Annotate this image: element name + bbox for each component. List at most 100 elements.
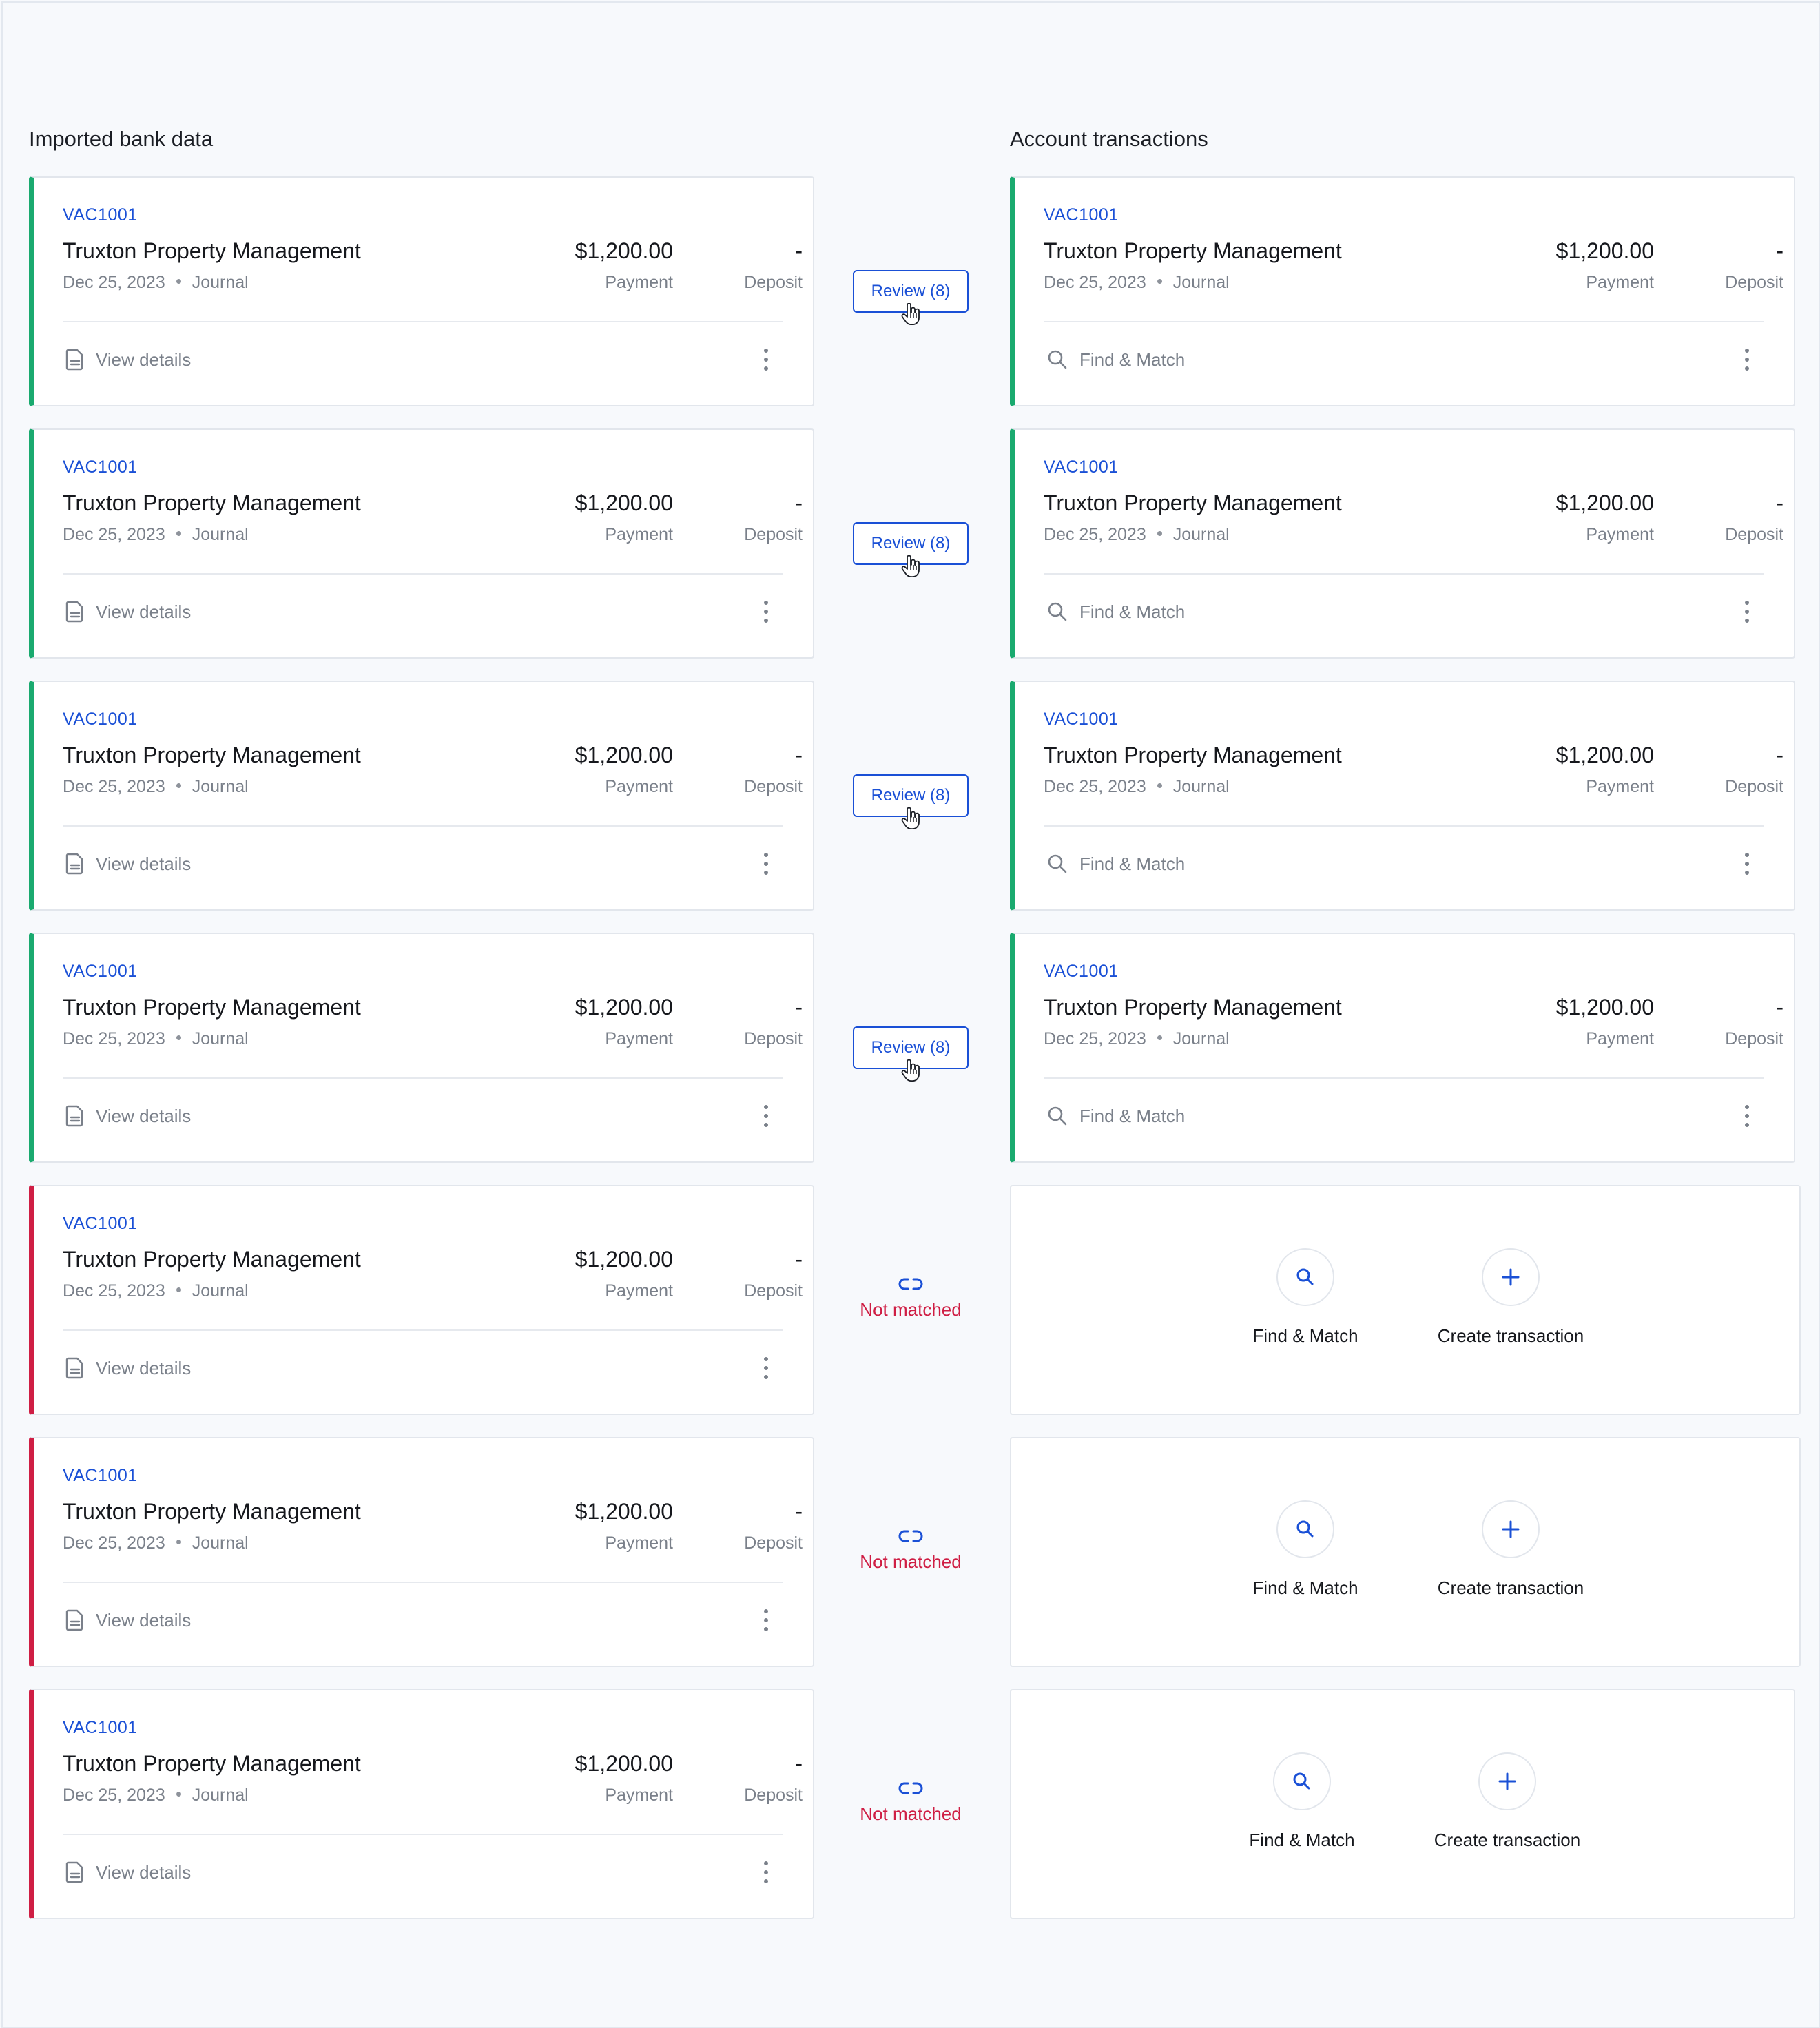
- find-match-button[interactable]: Find & Match: [1046, 346, 1185, 373]
- more-options-icon[interactable]: [1743, 601, 1751, 623]
- transaction-type: Journal: [192, 1533, 249, 1553]
- review-matches-button[interactable]: Review (8): [853, 774, 969, 829]
- find-match-circle[interactable]: [1276, 1248, 1334, 1306]
- more-options-icon[interactable]: [762, 601, 770, 623]
- transaction-meta: Dec 25, 2023 Journal: [1044, 1029, 1230, 1049]
- payment-amount: $1,200.00: [1555, 743, 1654, 767]
- payment-label: Payment: [605, 273, 673, 292]
- payment-label: Payment: [605, 1533, 673, 1553]
- view-details-button[interactable]: View details: [65, 1354, 191, 1382]
- payee-name: Truxton Property Management: [63, 1751, 361, 1776]
- more-options-icon[interactable]: [762, 1105, 770, 1127]
- document-icon: [65, 349, 83, 371]
- find-match-button[interactable]: Find & Match: [1046, 1102, 1185, 1130]
- deposit-amount: -: [1776, 238, 1783, 263]
- transaction-date: Dec 25, 2023: [63, 1281, 165, 1301]
- card-divider: [63, 321, 783, 322]
- transaction-meta: Dec 25, 2023 Journal: [63, 1533, 249, 1553]
- create-transaction-action[interactable]: Create transaction: [1421, 1248, 1600, 1347]
- view-details-button[interactable]: View details: [65, 850, 191, 878]
- transaction-type: Journal: [1172, 273, 1230, 292]
- empty-account-slot: Find & Match Create transaction: [1010, 1437, 1801, 1667]
- document-icon: [65, 1609, 83, 1631]
- transaction-date: Dec 25, 2023: [1044, 1029, 1146, 1048]
- payment-amount: $1,200.00: [1555, 995, 1654, 1020]
- not-matched-label: Not matched: [860, 1299, 962, 1320]
- hand-cursor-icon: [901, 303, 920, 325]
- document-icon: [65, 601, 83, 623]
- find-match-action[interactable]: Find & Match: [1216, 1500, 1395, 1599]
- transaction-meta: Dec 25, 2023 Journal: [63, 1281, 249, 1301]
- view-details-button[interactable]: View details: [65, 1606, 191, 1634]
- more-options-icon[interactable]: [762, 1861, 770, 1883]
- deposit-label: Deposit: [744, 1533, 803, 1553]
- more-options-icon[interactable]: [1743, 853, 1751, 875]
- view-details-button[interactable]: View details: [65, 1102, 191, 1130]
- view-details-button[interactable]: View details: [65, 598, 191, 625]
- payment-amount: $1,200.00: [575, 1751, 673, 1776]
- deposit-amount: -: [1776, 490, 1783, 515]
- more-options-icon[interactable]: [1743, 1105, 1751, 1127]
- more-options-icon[interactable]: [762, 1357, 770, 1379]
- find-match-action[interactable]: Find & Match: [1216, 1248, 1395, 1347]
- find-match-circle[interactable]: [1273, 1752, 1331, 1810]
- imported-bank-data-title: Imported bank data: [29, 127, 214, 151]
- create-transaction-action[interactable]: Create transaction: [1421, 1500, 1600, 1599]
- payee-name: Truxton Property Management: [63, 743, 361, 767]
- payment-label: Payment: [605, 777, 673, 796]
- payment-amount: $1,200.00: [575, 238, 673, 263]
- view-details-label: View details: [96, 349, 192, 370]
- more-options-icon[interactable]: [762, 1609, 770, 1631]
- deposit-label: Deposit: [744, 1029, 803, 1048]
- bank-transaction-card: VAC1001 Truxton Property Management Dec …: [29, 1437, 814, 1667]
- transaction-meta: Dec 25, 2023 Journal: [63, 273, 249, 293]
- more-options-icon[interactable]: [762, 349, 770, 371]
- create-transaction-circle[interactable]: [1478, 1752, 1536, 1810]
- deposit-label: Deposit: [1725, 273, 1783, 292]
- card-divider: [1044, 321, 1764, 322]
- plus-icon: [1502, 1268, 1520, 1286]
- view-details-label: View details: [96, 1609, 192, 1631]
- payment-label: Payment: [605, 1029, 673, 1048]
- separator-dot: [1157, 530, 1162, 536]
- create-transaction-circle[interactable]: [1482, 1500, 1540, 1558]
- broken-link-icon: [898, 1782, 923, 1794]
- transaction-code: VAC1001: [63, 962, 138, 981]
- separator-dot: [176, 1791, 181, 1797]
- find-match-button[interactable]: Find & Match: [1046, 598, 1185, 625]
- payment-label: Payment: [1586, 1029, 1654, 1048]
- payment-amount: $1,200.00: [575, 490, 673, 515]
- deposit-amount: -: [1776, 743, 1783, 767]
- find-match-action[interactable]: Find & Match: [1212, 1752, 1392, 1851]
- create-transaction-circle[interactable]: [1482, 1248, 1540, 1306]
- plus-icon: [1502, 1520, 1520, 1538]
- find-match-circle[interactable]: [1276, 1500, 1334, 1558]
- document-icon: [65, 1357, 83, 1379]
- view-details-button[interactable]: View details: [65, 346, 191, 373]
- find-match-button[interactable]: Find & Match: [1046, 850, 1185, 878]
- review-matches-button[interactable]: Review (8): [853, 522, 969, 577]
- deposit-label: Deposit: [744, 777, 803, 796]
- transaction-date: Dec 25, 2023: [63, 525, 165, 544]
- hand-cursor-icon: [901, 555, 920, 577]
- payee-name: Truxton Property Management: [63, 238, 361, 263]
- view-details-button[interactable]: View details: [65, 1859, 191, 1886]
- more-options-icon[interactable]: [762, 853, 770, 875]
- transaction-code: VAC1001: [63, 1466, 138, 1485]
- transaction-date: Dec 25, 2023: [63, 777, 165, 796]
- review-matches-button[interactable]: Review (8): [853, 1026, 969, 1082]
- payment-label: Payment: [1586, 777, 1654, 796]
- search-icon: [1048, 350, 1067, 369]
- deposit-label: Deposit: [744, 273, 803, 292]
- separator-dot: [1157, 783, 1162, 788]
- create-transaction-action[interactable]: Create transaction: [1418, 1752, 1597, 1851]
- transaction-date: Dec 25, 2023: [1044, 525, 1146, 544]
- payee-name: Truxton Property Management: [1044, 995, 1342, 1020]
- transaction-type: Journal: [192, 273, 249, 292]
- search-icon: [1296, 1268, 1314, 1285]
- separator-dot: [176, 783, 181, 788]
- more-options-icon[interactable]: [1743, 349, 1751, 371]
- review-matches-button[interactable]: Review (8): [853, 270, 969, 325]
- bank-transaction-card: VAC1001 Truxton Property Management Dec …: [29, 933, 814, 1163]
